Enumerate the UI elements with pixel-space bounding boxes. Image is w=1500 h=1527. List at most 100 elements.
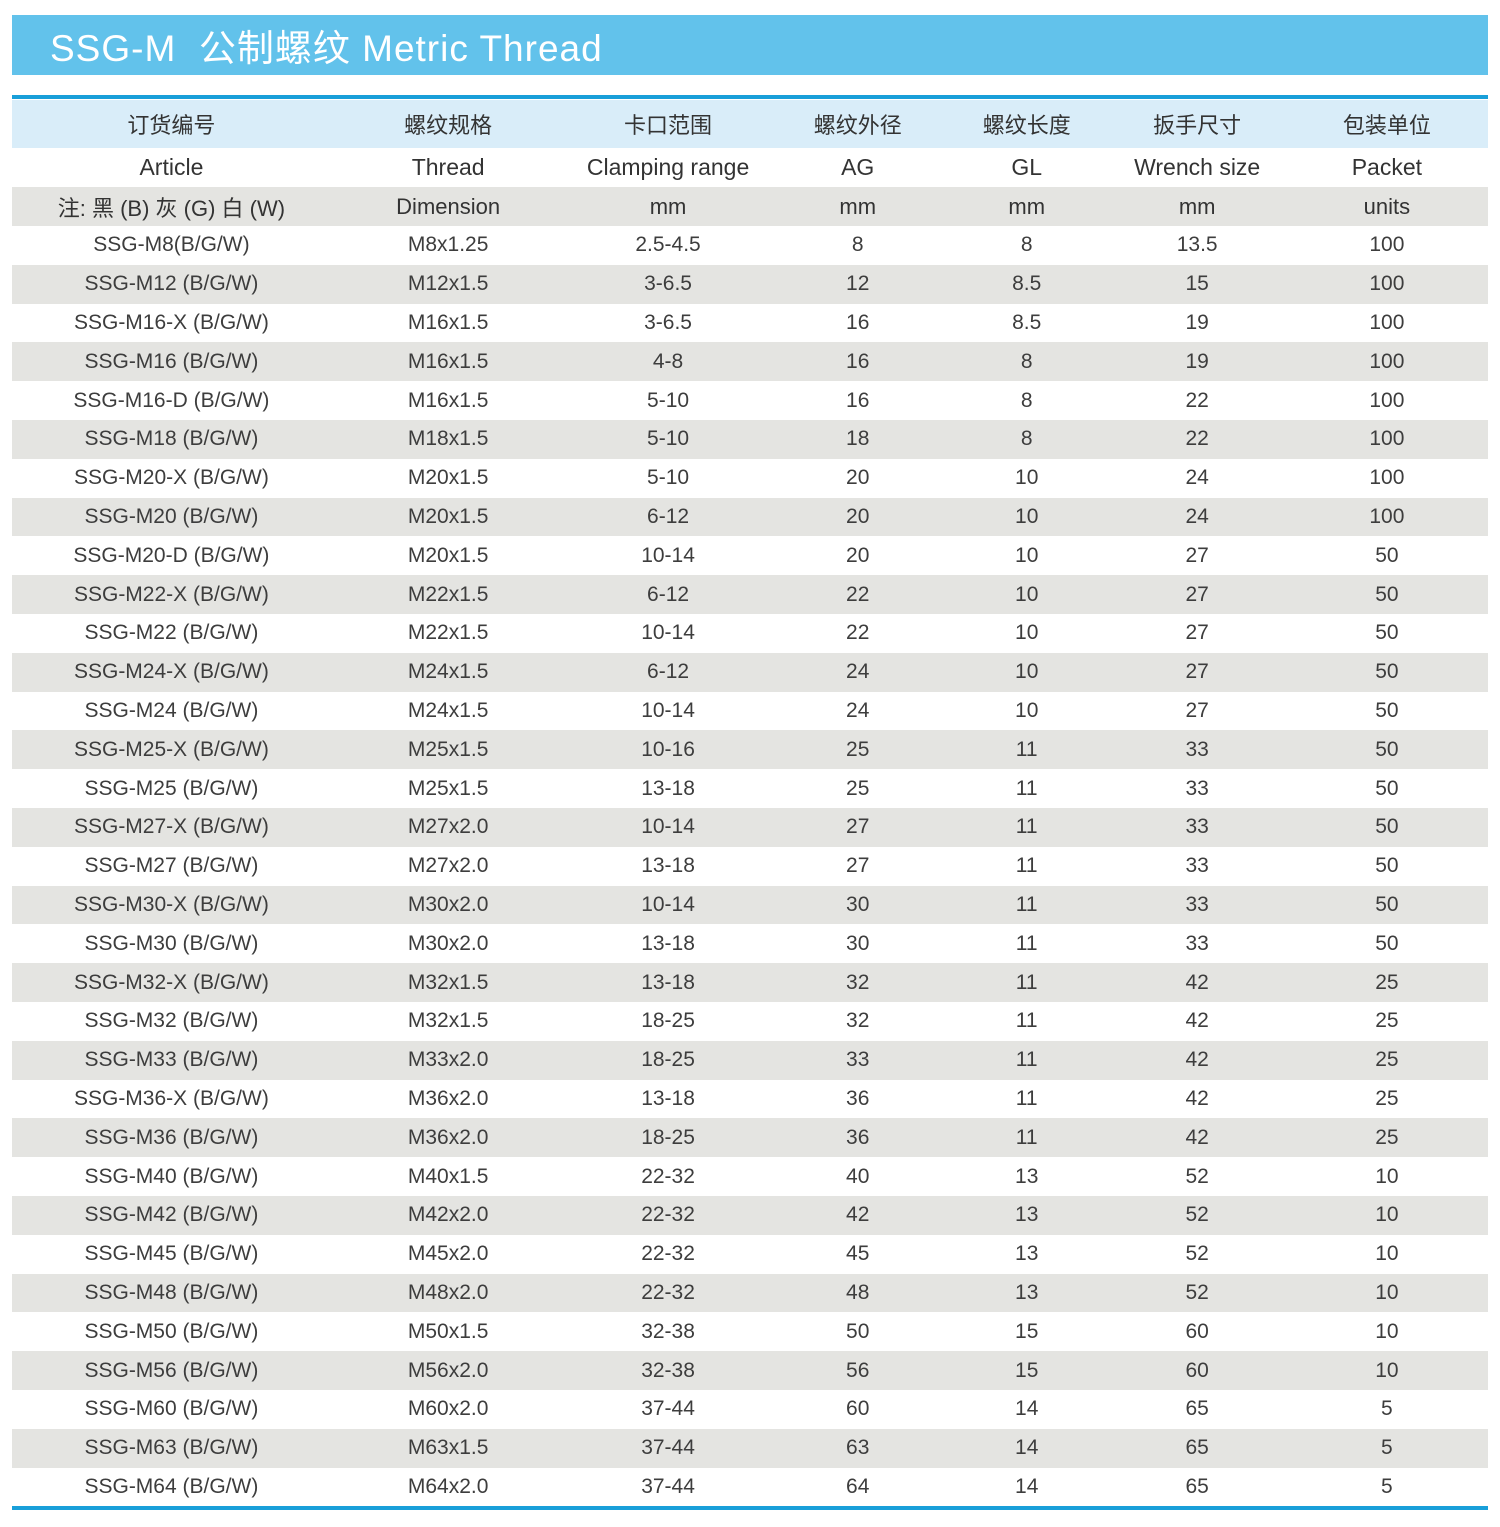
cell-packet: 100 [1369,504,1405,528]
cell-thread: M25x1.5 [407,737,489,761]
cell-thread: M20x1.5 [407,543,489,567]
cell-ag: 40 [846,1164,870,1188]
column-header-ag-zh: 螺纹外径 [770,100,945,148]
table-row: SSG-M63 (B/G/W) M63x1.5 37-44 63 14 65 5 [12,1428,1488,1468]
cell-packet: 50 [1375,698,1399,722]
cell-ag: 36 [846,1086,870,1110]
cell-article: SSG-M32-X (B/G/W) [73,970,269,994]
table-row: SSG-M36 (B/G/W) M36x2.0 18-25 36 11 42 2… [12,1118,1488,1158]
cell-clamping-range: 13-18 [641,931,695,955]
table-row: SSG-M25 (B/G/W) M25x1.5 13-18 25 11 33 5… [12,769,1488,808]
cell-ag: 60 [846,1397,870,1421]
cell-clamping-range: 10-16 [641,737,695,761]
cell-ag: 8 [851,233,864,257]
cell-clamping-range: 5-10 [647,388,690,412]
cell-article: SSG-M8(B/G/W) [93,233,250,257]
table-row: SSG-M8(B/G/W) M8x1.25 2.5-4.5 8 8 13.5 1… [12,226,1488,265]
cell-thread: M25x1.5 [407,776,489,800]
table-row: SSG-M36-X (B/G/W) M36x2.0 13-18 36 11 42… [12,1079,1488,1119]
cell-gl: 8.5 [1012,272,1042,296]
column-header-thread-en: Thread [330,148,566,187]
cell-ag: 18 [846,427,870,451]
cell-article: SSG-M30-X (B/G/W) [73,892,269,916]
cell-article: SSG-M22-X (B/G/W) [73,582,269,606]
cell-thread: M63x1.5 [407,1436,489,1460]
cell-ag: 27 [846,854,870,878]
cell-thread: M18x1.5 [407,427,489,451]
cell-article: SSG-M16-D (B/G/W) [73,388,270,412]
cell-article: SSG-M27-X (B/G/W) [73,815,269,839]
column-header-gl-en: GL [944,148,1109,187]
cell-packet: 10 [1375,1242,1399,1266]
cell-packet: 50 [1375,815,1399,839]
cell-thread: M27x2.0 [407,854,489,878]
cell-packet: 10 [1375,1164,1399,1188]
cell-thread: M40x1.5 [407,1164,489,1188]
cell-clamping-range: 32-38 [641,1358,695,1382]
cell-ag: 25 [846,776,870,800]
cell-ag: 30 [846,892,870,916]
page-title: SSG-M 公制螺纹 Metric Thread [50,28,603,69]
cell-packet: 50 [1375,737,1399,761]
column-note: 注: 黑 (B) 灰 (G) 白 (W) [12,187,331,226]
cell-gl: 10 [1015,660,1039,684]
cell-wrench-size: 60 [1185,1319,1209,1343]
cell-gl: 8 [1020,349,1033,373]
column-unit-packet: units [1285,187,1488,226]
cell-clamping-range: 6-12 [647,504,690,528]
cell-wrench-size: 33 [1185,892,1209,916]
column-header-wrench-en: Wrench size [1108,148,1286,187]
cell-gl: 11 [1015,970,1038,994]
cell-clamping-range: 22-32 [641,1164,695,1188]
cell-wrench-size: 19 [1185,349,1209,373]
cell-clamping-range: 32-38 [641,1319,695,1343]
cell-packet: 10 [1375,1280,1399,1304]
title-bar: SSG-M 公制螺纹 Metric Thread [12,15,1488,75]
cell-wrench-size: 42 [1185,1086,1209,1110]
cell-clamping-range: 10-14 [641,543,695,567]
cell-wrench-size: 33 [1185,776,1209,800]
cell-wrench-size: 27 [1185,660,1209,684]
cell-gl: 10 [1015,698,1039,722]
cell-thread: M50x1.5 [407,1319,489,1343]
cell-gl: 11 [1015,776,1038,800]
cell-clamping-range: 3-6.5 [644,310,692,334]
cell-gl: 10 [1015,582,1039,606]
table-row: SSG-M24 (B/G/W) M24x1.5 10-14 24 10 27 5… [12,691,1488,731]
cell-article: SSG-M42 (B/G/W) [84,1203,259,1227]
cell-ag: 22 [846,621,870,645]
cell-gl: 8 [1020,388,1033,412]
cell-gl: 15 [1015,1319,1039,1343]
cell-article: SSG-M48 (B/G/W) [84,1280,259,1304]
table-row: SSG-M22 (B/G/W) M22x1.5 10-14 22 10 27 5… [12,613,1488,653]
cell-wrench-size: 27 [1185,698,1209,722]
cell-wrench-size: 52 [1185,1203,1209,1227]
cell-clamping-range: 22-32 [641,1280,695,1304]
cell-ag: 42 [846,1203,870,1227]
cell-packet: 50 [1375,660,1399,684]
table-row: SSG-M45 (B/G/W) M45x2.0 22-32 45 13 52 1… [12,1234,1488,1274]
cell-gl: 10 [1015,543,1039,567]
cell-wrench-size: 60 [1185,1358,1209,1382]
cell-ag: 50 [846,1319,870,1343]
cell-clamping-range: 18-25 [641,1009,695,1033]
cell-article: SSG-M25-X (B/G/W) [73,737,269,761]
cell-ag: 32 [846,970,870,994]
cell-article: SSG-M12 (B/G/W) [84,272,259,296]
cell-wrench-size: 27 [1185,543,1209,567]
table-row: SSG-M16-D (B/G/W) M16x1.5 5-10 16 8 22 1… [12,381,1488,420]
cell-ag: 24 [846,660,870,684]
cell-wrench-size: 19 [1185,310,1209,334]
bottom-accent-line [12,1506,1488,1511]
cell-article: SSG-M63 (B/G/W) [84,1436,259,1460]
cell-ag: 20 [846,504,870,528]
cell-wrench-size: 33 [1185,737,1209,761]
cell-ag: 48 [846,1280,870,1304]
table-row: SSG-M42 (B/G/W) M42x2.0 22-32 42 13 52 1… [12,1195,1488,1235]
cell-clamping-range: 10-14 [641,621,695,645]
cell-article: SSG-M60 (B/G/W) [84,1397,259,1421]
cell-wrench-size: 33 [1185,815,1209,839]
table-row: SSG-M56 (B/G/W) M56x2.0 32-38 56 15 60 1… [12,1351,1488,1390]
cell-thread: M27x2.0 [407,815,489,839]
cell-article: SSG-M27 (B/G/W) [84,854,259,878]
